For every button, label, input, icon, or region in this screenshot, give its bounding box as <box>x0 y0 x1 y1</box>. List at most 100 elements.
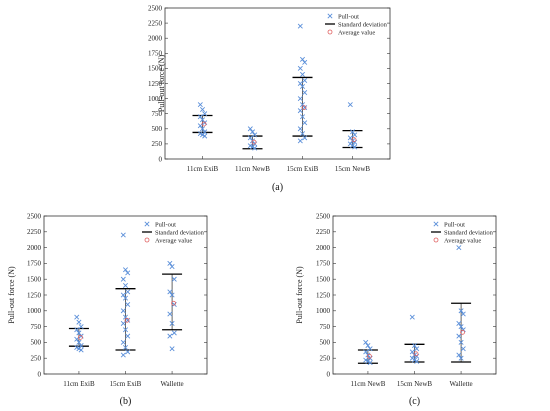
pullout-point-b <box>297 126 303 132</box>
pullout-point-b <box>76 319 82 325</box>
y-tick-label: 750 <box>31 323 42 331</box>
pullout-point-b <box>199 132 206 138</box>
pullout-point-b <box>299 131 306 137</box>
average-point <box>301 105 307 111</box>
pullout-point-b <box>458 355 464 361</box>
pullout-point-b <box>125 317 131 323</box>
pullout-point-b <box>78 324 84 330</box>
pullout-point-b <box>365 358 371 364</box>
pullout-point-b <box>367 360 373 366</box>
y-tick-label: 1000 <box>27 307 42 315</box>
pullout-point-b <box>125 333 131 339</box>
pullout-point-b <box>299 84 306 90</box>
pullout-point-b <box>125 289 131 295</box>
pullout-point-b <box>167 333 173 339</box>
pullout-point-b <box>247 126 253 132</box>
average-point <box>251 139 257 145</box>
pullout-point-b <box>414 346 420 352</box>
pullout-point-b <box>458 324 464 330</box>
legend-pullout-label: Pull-out <box>338 13 359 20</box>
pullout-point-b <box>202 133 208 139</box>
pullout-point-b <box>349 129 356 135</box>
pullout-point-b <box>120 339 126 345</box>
pullout-point-b <box>199 117 206 123</box>
pullout-point-b <box>202 120 208 126</box>
chart-panel-1: 0 250 500 750 1000 1250 1500 1750 2000 2250 2500 Pu… <box>148 4 391 193</box>
y-tick-label: 1000 <box>316 307 331 315</box>
pullout-point-b <box>458 339 464 345</box>
pullout-point-b <box>125 270 131 276</box>
pullout-point-b <box>125 301 131 307</box>
pullout-point-b <box>78 343 84 349</box>
pullout-point-b <box>460 346 466 352</box>
pullout-point-b <box>76 346 82 352</box>
legend-pullout-marker-b <box>327 13 333 19</box>
pullout-point-b <box>197 102 203 108</box>
y-tick-label: 750 <box>320 323 331 331</box>
y-tick-label: 2000 <box>148 35 163 43</box>
legend-sd-label: Standard deviation <box>155 229 205 236</box>
y-tick-label: 1500 <box>27 276 42 284</box>
pullout-point-b <box>76 330 82 336</box>
pullout-point-b <box>456 352 462 358</box>
pullout-point-b <box>411 343 418 349</box>
pullout-point-b <box>202 111 208 117</box>
series-group-3 <box>162 260 183 352</box>
pullout-point-b <box>297 65 303 71</box>
y-axis-label: Pull-out force (N) <box>157 55 166 113</box>
series-group-2 <box>242 126 263 151</box>
series-group-2 <box>115 232 136 358</box>
y-tick-label: 1500 <box>148 65 163 73</box>
pullout-point-b <box>197 114 203 120</box>
pullout-point-b <box>74 344 80 350</box>
x-tick-label: 11cm ExiB <box>187 165 219 173</box>
pullout-point-b <box>122 283 129 289</box>
y-tick-label: 2500 <box>316 212 331 220</box>
pullout-point-b <box>167 289 173 295</box>
y-tick-label: 1750 <box>316 260 331 268</box>
pullout-point-b <box>199 126 206 132</box>
average-point <box>413 351 419 357</box>
y-axis-label: Pull-out force (N) <box>295 266 304 324</box>
legend-avg-marker <box>144 237 150 243</box>
x-tick-label: 11cm ExiB <box>63 380 95 388</box>
y-tick-label: 2000 <box>27 244 42 252</box>
y-tick-label: 250 <box>152 140 163 148</box>
pullout-point-b <box>347 135 353 141</box>
panel-caption: (b) <box>120 396 132 407</box>
pullout-point-b <box>297 138 303 144</box>
pullout-point-b <box>302 120 308 126</box>
y-tick-label: 2500 <box>27 212 42 220</box>
pullout-point-b <box>120 308 126 314</box>
pullout-point-b <box>171 330 177 336</box>
y-tick-label: 1000 <box>148 95 163 103</box>
pullout-point-b <box>409 349 415 355</box>
pullout-point-b <box>197 131 203 137</box>
pullout-point-b <box>299 114 306 120</box>
pullout-point-b <box>456 320 462 326</box>
pullout-point-b <box>347 102 353 108</box>
pullout-point-b <box>169 320 175 326</box>
pullout-point-b <box>167 260 173 266</box>
pullout-point-b <box>456 245 462 251</box>
pullout-point-b <box>120 320 126 326</box>
legend-avg-marker <box>327 29 333 35</box>
legend-avg-marker <box>433 237 439 243</box>
pullout-point-b <box>120 276 126 282</box>
y-tick-label: 250 <box>320 355 331 363</box>
pullout-point-b <box>367 346 373 352</box>
pullout-point-b <box>122 327 129 333</box>
pullout-point-b <box>297 23 303 29</box>
y-tick-label: 500 <box>152 125 163 133</box>
legend-sd-label: Standard deviation <box>338 21 388 28</box>
pullout-point-b <box>74 314 80 320</box>
pullout-point-b <box>302 105 308 111</box>
y-tick-label: 2250 <box>27 228 42 236</box>
pullout-point-b <box>302 135 308 141</box>
pullout-point-b <box>74 327 80 333</box>
x-tick-label: 11cm NewB <box>350 380 385 388</box>
pullout-point-b <box>352 132 358 138</box>
y-tick-label: 250 <box>31 355 42 363</box>
